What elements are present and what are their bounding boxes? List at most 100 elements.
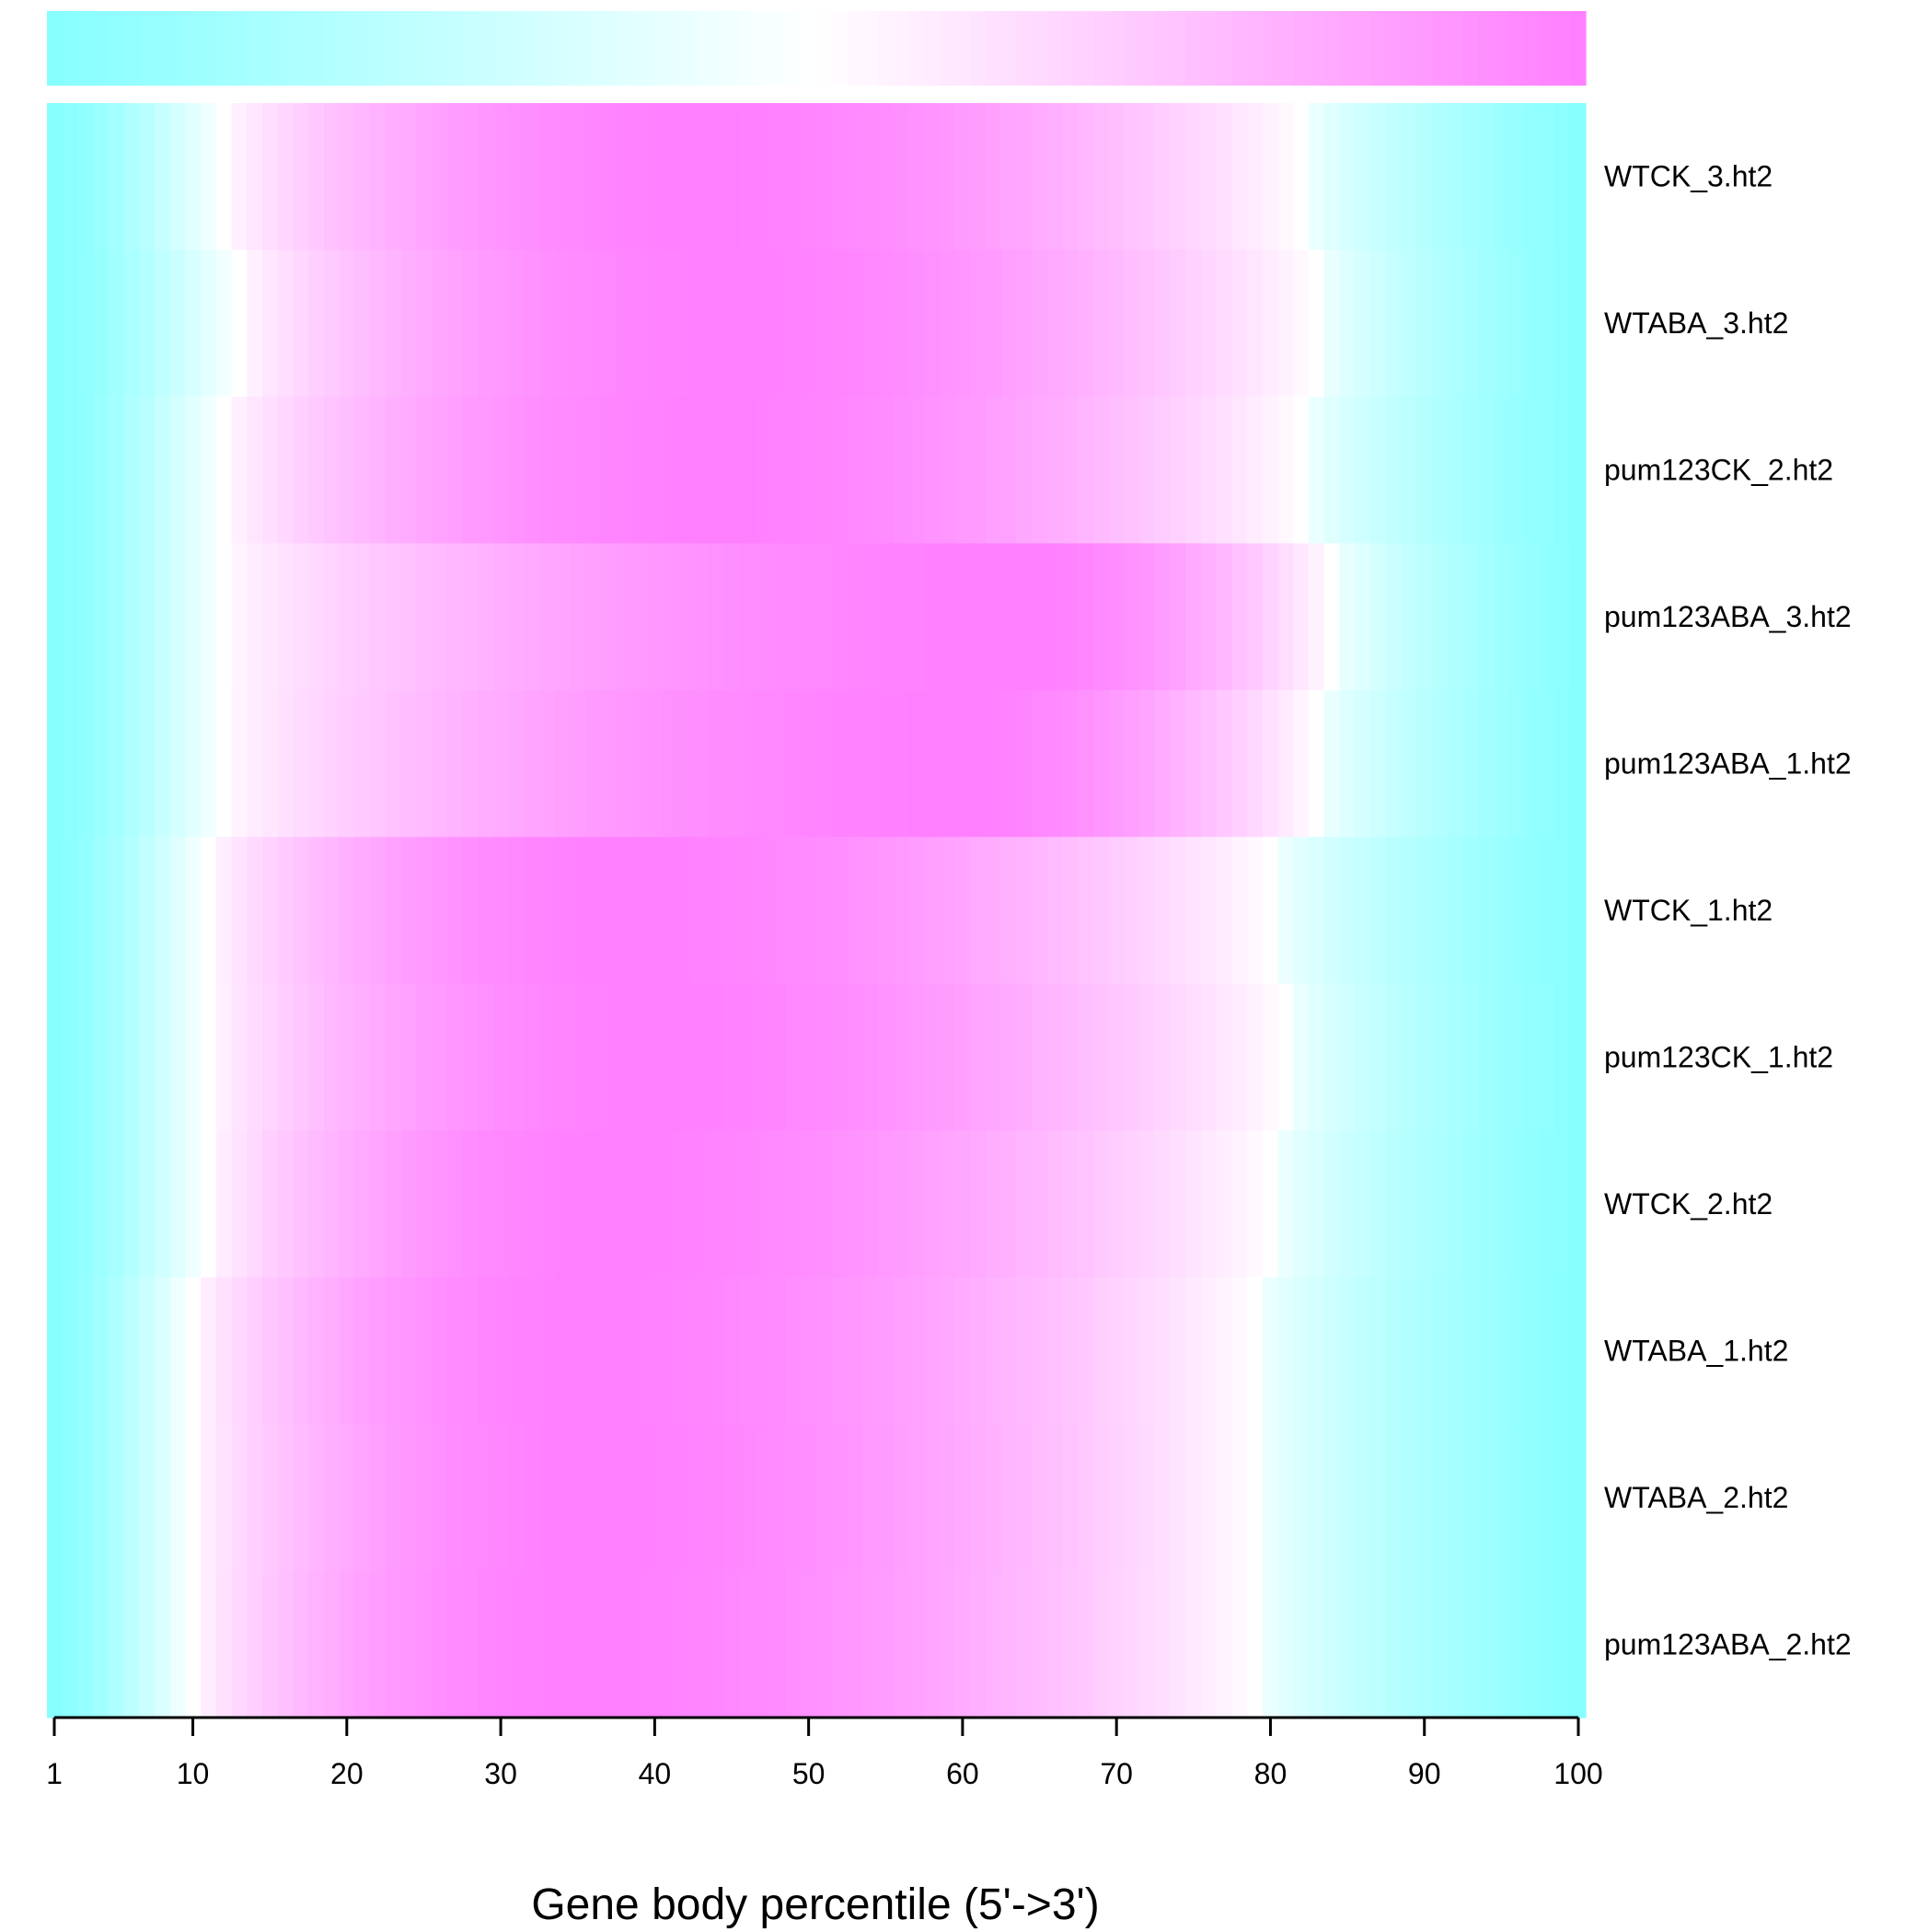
heatmap-cell [1262,543,1279,691]
heatmap-cell [478,983,494,1131]
heatmap-cell [877,1424,895,1572]
heatmap-cell [1185,1130,1202,1278]
heatmap-cell [1355,1570,1371,1718]
heatmap-cell [77,249,94,398]
heatmap-cell [723,1570,740,1718]
x-tick-label: 70 [1100,1757,1133,1790]
heatmap-cell [908,249,925,398]
heatmap-cell [262,1277,279,1425]
heatmap-cell [939,543,956,691]
heatmap-cell [446,1130,464,1278]
heatmap-cell [1170,249,1186,398]
legend-swatch [262,11,279,86]
heatmap-cell [77,1424,94,1572]
heatmap-cell [693,103,710,251]
heatmap-cell [62,837,79,985]
heatmap-cell [400,103,417,251]
heatmap-cell [93,689,110,838]
heatmap-cell [277,1277,294,1425]
heatmap-cell [739,1130,756,1278]
heatmap-cell [1323,1130,1341,1278]
heatmap-cell [1323,1424,1341,1572]
heatmap-cell [385,103,402,251]
legend-swatch [970,11,987,86]
heatmap-cell [308,1130,325,1278]
heatmap-cell [1385,1570,1402,1718]
heatmap-cell [1046,1130,1064,1278]
heatmap-cell [1447,1424,1463,1572]
heatmap-cell [1170,1277,1186,1425]
heatmap-cell [570,689,586,838]
legend-swatch [139,11,156,86]
heatmap-cell [1339,396,1356,544]
heatmap-cell [1170,837,1186,985]
heatmap-cell [1355,103,1371,251]
heatmap-cell [1323,103,1341,251]
heatmap-cell [1369,837,1387,985]
heatmap-cell [785,396,802,544]
heatmap-cell [877,396,895,544]
heatmap-cell [970,983,987,1131]
heatmap-cell [554,1130,572,1278]
heatmap-cell [570,1277,586,1425]
heatmap-cell [1062,983,1079,1131]
legend-swatch [1108,11,1125,86]
heatmap-cell [539,249,556,398]
x-tick-label: 50 [792,1757,826,1790]
heatmap-cell [1062,1570,1079,1718]
heatmap-cell [1309,1424,1325,1572]
heatmap-cell [416,1130,433,1278]
legend-swatch [231,11,248,86]
heatmap-cell [1185,983,1202,1131]
heatmap-cell [769,837,787,985]
heatmap-cell [1524,1570,1541,1718]
heatmap-cell [939,249,956,398]
heatmap-cell [1092,983,1110,1131]
heatmap-cell [231,1130,248,1278]
heatmap-cell [539,1277,556,1425]
heatmap-cell [1046,837,1064,985]
heatmap-cell [215,837,233,985]
legend-swatch [1570,11,1587,86]
heatmap-cell [631,689,648,838]
heatmap-cell [816,1424,833,1572]
heatmap-cell [985,983,1002,1131]
heatmap-cell [1046,1424,1064,1572]
legend-swatch [708,11,725,86]
heatmap-cell [1431,1277,1449,1425]
heatmap-cell [1339,543,1356,691]
heatmap-cell [169,249,187,398]
heatmap-cell [1323,1277,1341,1425]
heatmap-cell [985,837,1002,985]
heatmap-cell [1493,1130,1509,1278]
heatmap-cell [739,103,756,251]
heatmap-cell [416,103,433,251]
heatmap-cell [1369,103,1387,251]
heatmap-cell [1416,396,1433,544]
heatmap-cell [1124,249,1140,398]
heatmap-cell [1046,249,1064,398]
heatmap-cell [446,249,464,398]
heatmap-cell [1385,1130,1402,1278]
heatmap-cell [647,1424,664,1572]
heatmap-cell [1154,543,1172,691]
heatmap-cell [970,396,987,544]
heatmap-cell [1293,1130,1310,1278]
heatmap-cell [1201,837,1218,985]
heatmap-cell [924,396,941,544]
heatmap-cell [1508,983,1525,1131]
heatmap-cell [647,1570,664,1718]
heatmap-cell [1154,1570,1172,1718]
heatmap-cell [1539,689,1556,838]
heatmap-cell [1539,543,1556,691]
heatmap-cell [354,249,371,398]
heatmap-cell [1124,689,1140,838]
heatmap-cell [970,1277,987,1425]
heatmap-cell [201,1130,217,1278]
heatmap-cell [801,1424,817,1572]
heatmap-cell [416,983,433,1131]
heatmap-cell [554,103,572,251]
legend-swatch [1032,11,1048,86]
heatmap-cell [954,543,971,691]
legend-swatch [1447,11,1463,86]
